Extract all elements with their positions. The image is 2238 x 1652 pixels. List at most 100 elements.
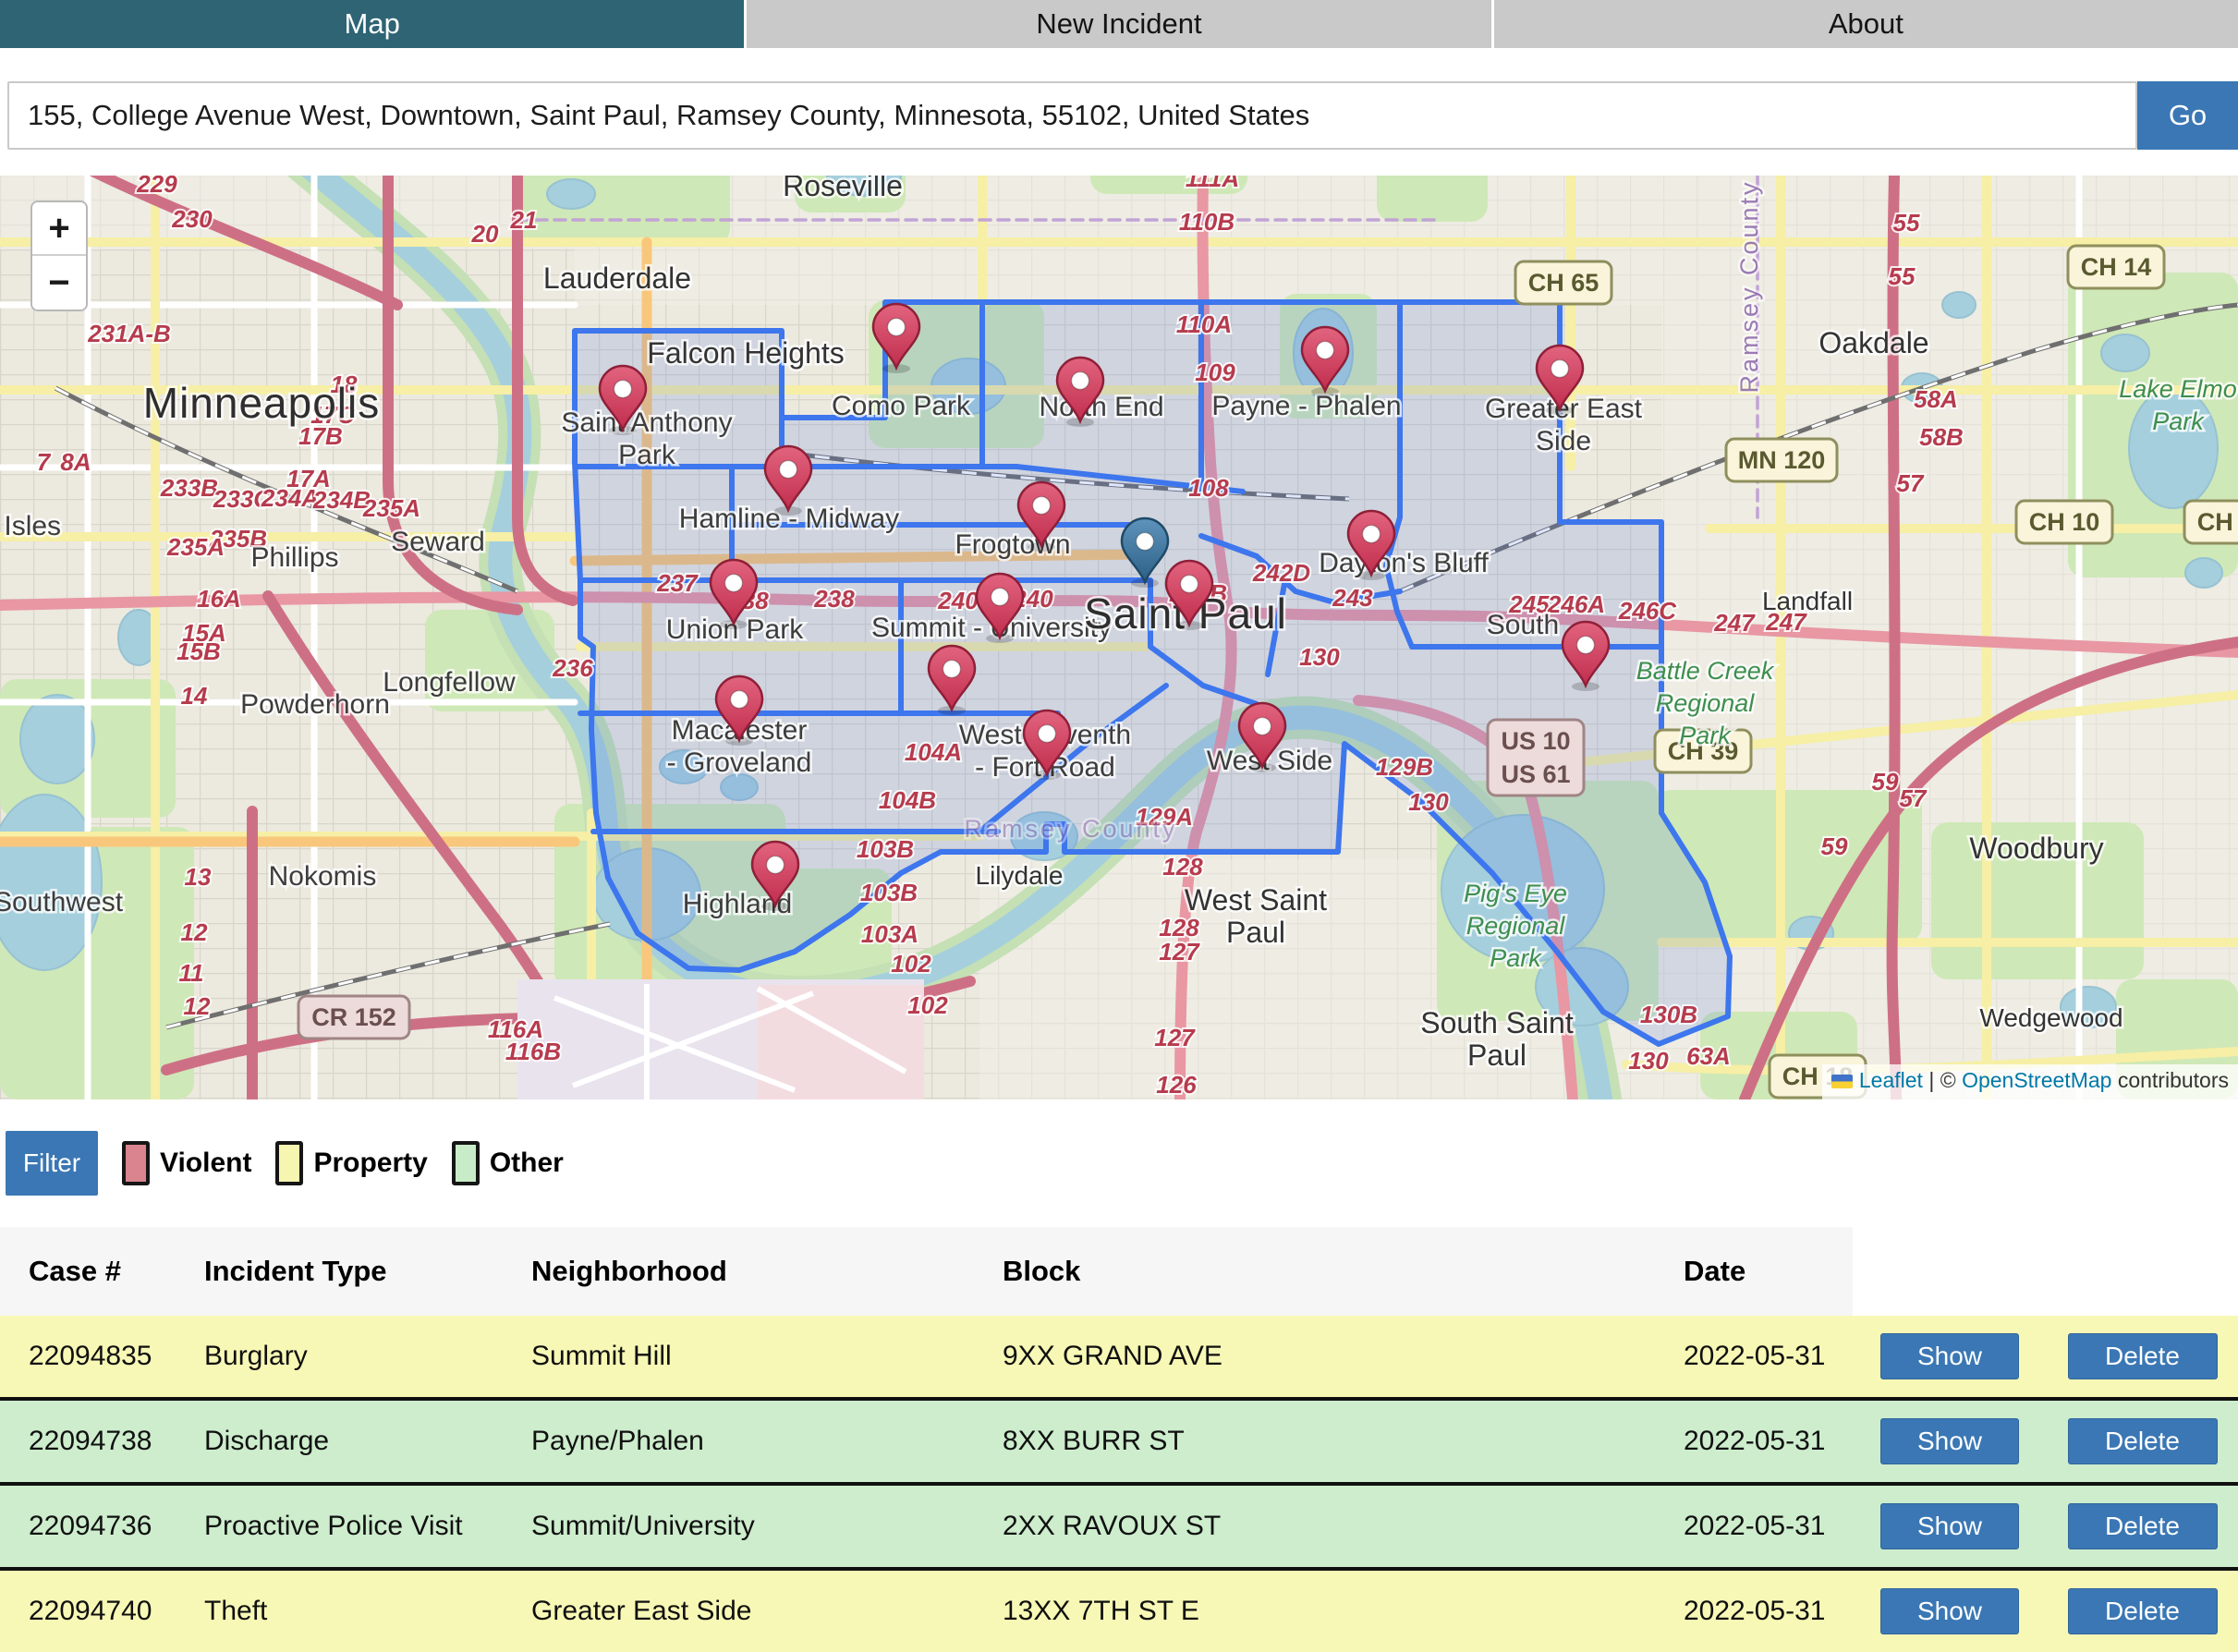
road-ref-label: 231A-B: [87, 320, 171, 347]
action-cell: Delete: [2047, 1484, 2238, 1569]
copyright-symbol: ©: [1940, 1068, 1956, 1092]
road-ref-label: 12: [184, 992, 211, 1020]
cell-neighborhood: Summit/University: [503, 1484, 974, 1569]
road-ref-label: 59: [1872, 768, 1899, 796]
neighborhood-label: South: [1487, 610, 1559, 640]
leaflet-link[interactable]: Leaflet: [1859, 1068, 1923, 1092]
show-button[interactable]: Show: [1880, 1333, 2019, 1379]
road-ref-label: 126: [1156, 1071, 1197, 1099]
delete-button[interactable]: Delete: [2068, 1503, 2218, 1549]
road-ref-label: 8A: [60, 448, 91, 476]
cell-neighborhood: Summit Hill: [503, 1316, 974, 1399]
delete-button[interactable]: Delete: [2068, 1333, 2218, 1379]
road-ref-label: 55: [1889, 262, 1916, 290]
road-ref-label: 58A: [1914, 385, 1958, 413]
col-block: Block: [974, 1227, 1655, 1316]
neighborhood-label: oun Isles: [0, 511, 61, 541]
place-label: Oakdale: [1818, 326, 1928, 359]
cell-date: 2022-05-31: [1655, 1316, 1853, 1399]
road-shield: CH 65: [1515, 261, 1612, 304]
cell-neighborhood: Greater East Side: [503, 1569, 974, 1652]
neighborhood-label: Phillips: [250, 542, 338, 573]
road-ref-label: 103A: [861, 920, 918, 948]
property-color-swatch: [275, 1141, 303, 1185]
road-ref-label: 20: [471, 220, 499, 248]
county-label: Ramsey County: [964, 815, 1177, 843]
airport-area: [517, 979, 924, 1099]
road-ref-label: 58B: [1919, 423, 1964, 451]
openstreetmap-link[interactable]: OpenStreetMap: [1962, 1068, 2111, 1092]
road-ref-label: 110B: [1179, 208, 1235, 236]
ukraine-flag-icon: [1831, 1075, 1853, 1088]
neighborhood-label: North End: [1039, 392, 1163, 422]
filter-button[interactable]: Filter: [6, 1131, 98, 1196]
road-ref-label: 7: [37, 448, 52, 476]
road-ref-label: 236: [552, 654, 593, 682]
col-show-actions: [1853, 1227, 2047, 1316]
road-ref-label: 234A: [261, 484, 319, 512]
road-ref-label: 243: [1332, 584, 1373, 612]
tab-new-incident[interactable]: New Incident: [747, 0, 1490, 48]
zoom-out-button[interactable]: −: [32, 256, 86, 310]
show-button[interactable]: Show: [1880, 1588, 2019, 1634]
delete-button[interactable]: Delete: [2068, 1588, 2218, 1634]
road-ref-label: 235A: [362, 494, 420, 522]
cell-neighborhood: Payne/Phalen: [503, 1399, 974, 1484]
incident-row: 22094740TheftGreater East Side13XX 7TH S…: [0, 1569, 2238, 1652]
road-ref-label: 238: [813, 585, 855, 613]
road-ref-label: 103B: [860, 879, 918, 906]
tab-map[interactable]: Map: [0, 0, 744, 48]
road-ref-label: 246C: [1618, 597, 1677, 625]
place-label: Woodbury: [1969, 832, 2103, 865]
action-cell: Show: [1853, 1484, 2047, 1569]
neighborhood-label: Southwest: [0, 887, 124, 917]
delete-button[interactable]: Delete: [2068, 1418, 2218, 1464]
leaflet-map[interactable]: CH 65 CH 14 MN 120 CH 10 CH 19 CH 39 CH …: [0, 176, 2238, 1099]
road-ref-label: 11: [179, 959, 204, 987]
zoom-in-button[interactable]: +: [32, 202, 86, 256]
neighborhood-label: Como Park: [832, 391, 971, 421]
attribution-suffix: contributors: [2118, 1068, 2229, 1092]
filter-legend-bar: Filter Violent Property Other: [6, 1131, 2238, 1196]
road-shield: US 10US 61: [1488, 720, 1584, 796]
map-tiles: CH 65 CH 14 MN 120 CH 10 CH 19 CH 39 CH …: [0, 176, 2238, 1099]
show-button[interactable]: Show: [1880, 1418, 2019, 1464]
cell-incident-type: Proactive Police Visit: [176, 1484, 503, 1569]
neighborhood-label: Longfellow: [383, 667, 516, 698]
table-header-row: Case # Incident Type Neighborhood Block …: [0, 1227, 2238, 1316]
place-label: Lauderdale: [543, 261, 691, 295]
action-cell: Delete: [2047, 1316, 2238, 1399]
cell-date: 2022-05-31: [1655, 1484, 1853, 1569]
road-shield: CR 152: [298, 996, 409, 1039]
svg-text:CH 65: CH 65: [1528, 269, 1599, 297]
go-button[interactable]: Go: [2137, 81, 2238, 150]
col-case-number: Case #: [0, 1227, 176, 1316]
main-nav-tabs: Map New Incident About: [0, 0, 2238, 48]
map-zoom-control: + −: [30, 200, 88, 311]
road-ref-label: 111A: [1186, 176, 1239, 192]
tab-about[interactable]: About: [1494, 0, 2238, 48]
show-button[interactable]: Show: [1880, 1503, 2019, 1549]
map-attribution: Leaflet | © OpenStreetMap contributors: [1822, 1064, 2238, 1099]
col-date: Date: [1655, 1227, 1853, 1316]
incident-row: 22094835BurglarySummit Hill9XX GRAND AVE…: [0, 1316, 2238, 1399]
road-ref-label: 128: [1162, 853, 1203, 881]
road-shield: CH 19: [2184, 501, 2238, 543]
svg-text:MN 120: MN 120: [1738, 446, 1826, 474]
road-shield: CH 10: [2016, 501, 2112, 543]
cell-incident-type: Discharge: [176, 1399, 503, 1484]
road-ref-label: 234B: [312, 486, 371, 514]
legend-item-property: Property: [275, 1141, 427, 1185]
svg-text:CH 14: CH 14: [2081, 253, 2152, 281]
road-ref-label: 103B: [857, 835, 914, 863]
road-ref-label: 16A: [197, 585, 241, 613]
road-ref-label: 130: [1408, 788, 1449, 816]
svg-text:CH 19: CH 19: [2197, 508, 2238, 536]
address-input[interactable]: [7, 81, 2137, 150]
svg-text:CR 152: CR 152: [311, 1003, 396, 1031]
place-label: Landfall: [1762, 587, 1853, 615]
road-ref-label: 102: [891, 950, 931, 978]
other-color-swatch: [452, 1141, 480, 1185]
neighborhood-label: Nokomis: [269, 861, 377, 892]
road-ref-label: 127: [1154, 1024, 1196, 1051]
